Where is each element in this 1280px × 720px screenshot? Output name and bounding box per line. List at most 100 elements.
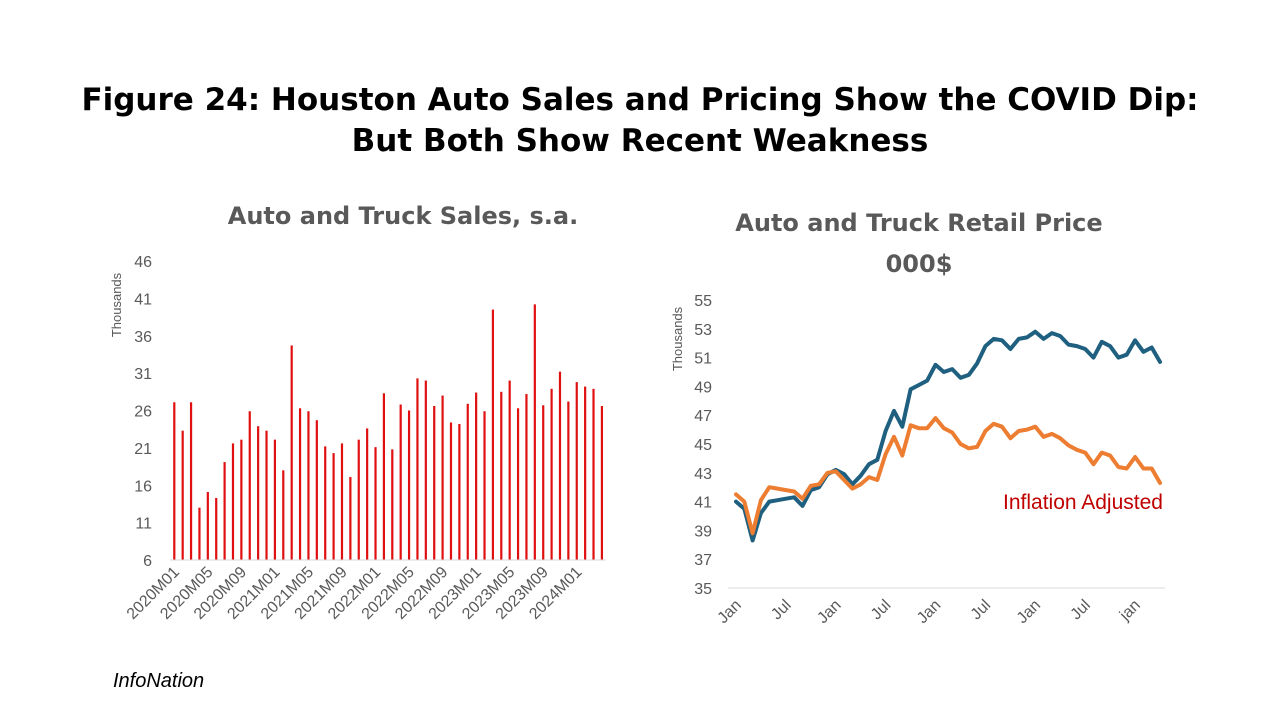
sales-y-tick-label: 41	[134, 291, 152, 308]
sales-bar	[290, 345, 293, 560]
sales-bar	[189, 402, 193, 560]
inflation-adjusted-annotation: Inflation Adjusted	[1003, 491, 1163, 514]
sales-bar	[433, 406, 436, 560]
sales-bar	[340, 443, 344, 560]
sales-bars	[173, 304, 604, 560]
sales-bar	[407, 410, 411, 560]
sales-bar	[475, 392, 478, 560]
sales-bar	[223, 462, 226, 560]
sales-bar	[248, 411, 251, 560]
sales-bar	[516, 408, 520, 560]
price-x-ticks: Jan Jul Jan Jul Jan Jul Jan Jul jan	[715, 597, 1144, 627]
price-y-tick-label: 45	[694, 437, 712, 454]
sales-bar	[307, 411, 310, 560]
sales-bar	[173, 402, 176, 560]
price-y-tick-label: 53	[694, 322, 712, 339]
sales-bar	[441, 395, 444, 560]
sales-bar	[215, 497, 218, 560]
price-lines	[734, 329, 1162, 543]
source-footer: InfoNation	[113, 670, 205, 692]
sales-bar	[508, 380, 511, 560]
price-y-tick-label: 35	[694, 581, 712, 598]
sales-bar	[449, 422, 453, 560]
price-y-tick-label: 39	[694, 523, 712, 540]
sales-bar	[198, 507, 201, 560]
sales-bar	[399, 404, 402, 560]
sales-bar	[567, 401, 570, 560]
sales-bar	[575, 382, 578, 560]
price-chart-subtitle: 000$	[886, 250, 953, 278]
price-y-tick-label: 47	[694, 408, 712, 425]
sales-bar	[391, 449, 394, 560]
sales-y-tick-label: 46	[134, 254, 152, 271]
price-chart-title: Auto and Truck Retail Price	[735, 209, 1102, 237]
sales-y-tick-label: 11	[135, 516, 152, 533]
sales-bar	[525, 394, 528, 560]
sales-y-tick-label: 26	[134, 404, 152, 421]
price-y-tick-label: 41	[694, 495, 712, 512]
nominal-price-line	[734, 329, 1162, 543]
sales-bar	[357, 439, 360, 560]
sales-bar	[273, 439, 277, 560]
sales-bar	[366, 428, 369, 560]
sales-bar	[592, 388, 595, 560]
sales-bar	[324, 446, 327, 560]
price-x-tick-label: jan	[1116, 597, 1144, 625]
sales-bar	[550, 388, 553, 560]
price-y-ticks: 35 37 39 41 43 45 47 49 51 53 55	[694, 293, 712, 598]
price-x-tick-label: Jan	[814, 597, 844, 627]
sales-y-tick-label: 36	[134, 329, 152, 346]
price-x-tick-label: Jan	[1014, 597, 1044, 627]
sales-bar	[533, 304, 536, 560]
sales-y-tick-label: 31	[134, 366, 152, 383]
sales-bar	[584, 386, 587, 560]
price-x-tick-label: Jan	[715, 597, 745, 627]
sales-bar	[466, 403, 469, 560]
sales-bar	[483, 411, 486, 560]
sales-bar	[542, 405, 545, 560]
sales-bar	[231, 443, 235, 560]
sales-bar	[181, 430, 184, 560]
price-y-tick-label: 51	[694, 351, 712, 368]
figure-title-line1: Figure 24: Houston Auto Sales and Pricin…	[81, 82, 1199, 118]
sales-bar	[298, 408, 302, 560]
sales-chart-title: Auto and Truck Sales, s.a.	[228, 202, 578, 230]
sales-y-axis-label: Thousands	[109, 272, 124, 337]
sales-bar	[240, 439, 243, 560]
sales-x-ticks: 2020M012020M052020M092021M012021M052021M…	[124, 564, 586, 623]
sales-bar	[349, 477, 352, 560]
sales-bar	[257, 426, 260, 560]
sales-bar	[282, 470, 285, 560]
sales-bar	[374, 447, 377, 560]
sales-bar	[458, 423, 461, 560]
sales-bar	[558, 371, 562, 560]
inflation-adjusted-price-line	[734, 416, 1162, 536]
sales-bar	[315, 420, 318, 560]
price-y-tick-label: 55	[694, 293, 712, 310]
sales-bar	[500, 391, 503, 560]
price-y-tick-label: 43	[694, 466, 712, 483]
sales-y-tick-label: 16	[134, 478, 152, 495]
sales-bar	[600, 406, 604, 560]
sales-y-tick-label: 6	[143, 553, 152, 570]
sales-bar	[416, 378, 419, 560]
price-x-tick-label: Jan	[914, 597, 944, 627]
sales-y-ticks: 6 11 16 21 26 31 36 41 46	[134, 254, 152, 570]
sales-bar	[332, 453, 335, 560]
sales-bar	[491, 309, 495, 560]
sales-y-tick-label: 21	[134, 441, 152, 458]
price-y-tick-label: 49	[694, 379, 712, 396]
price-x-tick-label: Jul	[768, 597, 794, 623]
sales-bar	[265, 430, 268, 560]
price-y-axis-label: Thousands	[670, 306, 685, 371]
price-x-tick-label: Jul	[1068, 597, 1094, 623]
figure-title-line2: But Both Show Recent Weakness	[351, 123, 929, 159]
sales-bar	[424, 380, 427, 560]
sales-bar	[382, 393, 386, 560]
price-x-tick-label: Jul	[968, 597, 994, 623]
price-x-tick-label: Jul	[868, 597, 894, 623]
price-y-tick-label: 37	[694, 552, 712, 569]
sales-bar	[206, 491, 209, 560]
figure-title: Figure 24: Houston Auto Sales and Pricin…	[0, 80, 1280, 162]
